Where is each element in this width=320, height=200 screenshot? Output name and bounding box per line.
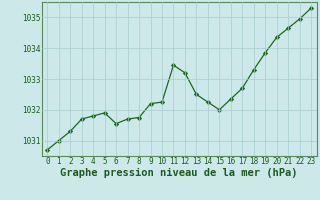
X-axis label: Graphe pression niveau de la mer (hPa): Graphe pression niveau de la mer (hPa) bbox=[60, 168, 298, 178]
